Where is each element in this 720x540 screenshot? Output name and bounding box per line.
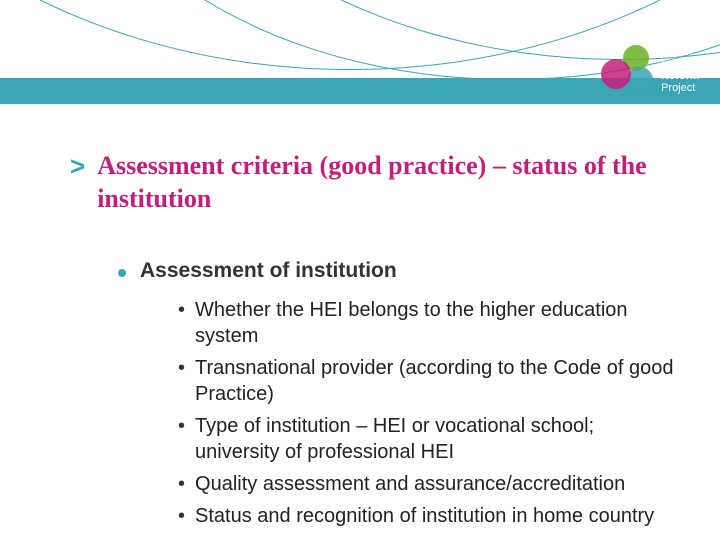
bullet-list: • Whether the HEI belongs to the higher …: [178, 297, 680, 529]
subheading: Assessment of institution: [140, 259, 397, 283]
bullet-marker: •: [178, 355, 185, 407]
bullet-text: Quality assessment and assurance/accredi…: [195, 471, 625, 497]
logo-circles-icon: [601, 45, 655, 95]
bullet-marker: •: [178, 297, 185, 349]
bullet-text: Whether the HEI belongs to the higher ed…: [195, 297, 680, 349]
list-item: • Status and recognition of institution …: [178, 503, 680, 529]
slide-title-row: > Assessment criteria (good practice) – …: [70, 150, 680, 215]
logo-line: Education: [661, 58, 710, 70]
chevron-right-icon: >: [70, 152, 85, 181]
logo-line: Project: [661, 82, 710, 94]
bullet-marker: •: [178, 503, 185, 529]
slide-header: Higher Education Reform Project: [0, 0, 720, 120]
logo-line: Reform: [661, 70, 710, 82]
bullet-text: Type of institution – HEI or vocational …: [195, 413, 680, 465]
logo: Higher Education Reform Project: [601, 45, 710, 95]
list-item: • Type of institution – HEI or vocationa…: [178, 413, 680, 465]
logo-text: Higher Education Reform Project: [661, 46, 710, 94]
list-item: • Transnational provider (according to t…: [178, 355, 680, 407]
slide-content: > Assessment criteria (good practice) – …: [0, 120, 720, 529]
logo-line: Higher: [661, 46, 710, 58]
list-item: • Whether the HEI belongs to the higher …: [178, 297, 680, 349]
bullet-marker: •: [178, 413, 185, 465]
bullet-text: Transnational provider (according to the…: [195, 355, 680, 407]
list-item: • Quality assessment and assurance/accre…: [178, 471, 680, 497]
bullet-marker: •: [178, 471, 185, 497]
slide-title: Assessment criteria (good practice) – st…: [97, 150, 680, 215]
bullet-icon: [118, 269, 126, 277]
bullet-text: Status and recognition of institution in…: [195, 503, 654, 529]
subheading-row: Assessment of institution: [118, 259, 680, 283]
